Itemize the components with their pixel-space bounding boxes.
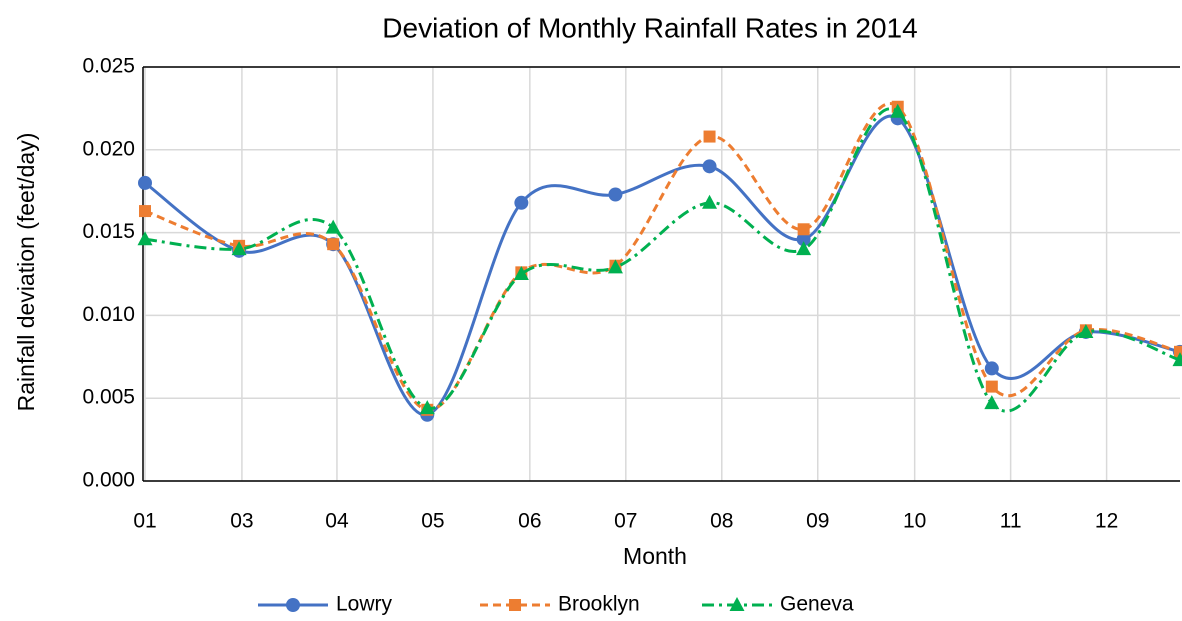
chart-title: Deviation of Monthly Rainfall Rates in 2… [382, 12, 917, 43]
marker [985, 380, 998, 393]
y-tick-label: 0.000 [82, 469, 135, 492]
x-tick-label: 01 [133, 510, 156, 533]
marker [513, 266, 529, 280]
x-tick-label: 07 [614, 510, 637, 533]
marker [797, 223, 810, 236]
marker [139, 205, 151, 218]
marker [1172, 352, 1182, 367]
marker [286, 598, 300, 612]
marker [729, 597, 745, 611]
legend-label: Brooklyn [558, 593, 640, 616]
marker [890, 103, 906, 118]
marker [984, 395, 1000, 410]
y-axis-title: Rainfall deviation (feet/day) [13, 133, 39, 412]
marker [703, 130, 716, 143]
y-tick-label: 0.005 [82, 386, 135, 409]
series-line [144, 107, 1181, 413]
x-tick-label: 03 [230, 510, 253, 533]
marker [325, 219, 341, 234]
marker [702, 194, 718, 209]
y-tick-label: 0.025 [82, 55, 135, 78]
marker [514, 195, 529, 210]
x-tick-label: 10 [903, 510, 926, 533]
marker [608, 187, 623, 202]
marker [1078, 323, 1094, 338]
marker [137, 231, 153, 246]
x-tick-label: 09 [806, 510, 829, 533]
x-tick-label: 08 [710, 510, 733, 533]
y-tick-label: 0.015 [82, 220, 135, 243]
y-tick-label: 0.010 [82, 303, 135, 326]
marker [509, 599, 521, 611]
legend-label: Lowry [336, 593, 393, 616]
x-tick-label: 06 [518, 510, 541, 533]
y-tick-label: 0.020 [82, 137, 135, 160]
marker [419, 400, 435, 415]
marker [984, 361, 999, 376]
x-tick-label: 12 [1095, 510, 1118, 533]
marker [1174, 345, 1182, 358]
x-tick-label: 05 [421, 510, 444, 533]
marker [607, 259, 623, 274]
legend-label: Geneva [780, 593, 854, 616]
x-axis-title: Month [623, 543, 687, 569]
x-tick-label: 04 [325, 510, 349, 533]
marker [138, 175, 152, 190]
marker [796, 241, 812, 256]
marker [796, 232, 811, 247]
marker [231, 241, 247, 256]
x-tick-label: 11 [1000, 510, 1022, 533]
marker [702, 159, 717, 174]
marker [327, 238, 340, 251]
series-line [144, 114, 1181, 417]
